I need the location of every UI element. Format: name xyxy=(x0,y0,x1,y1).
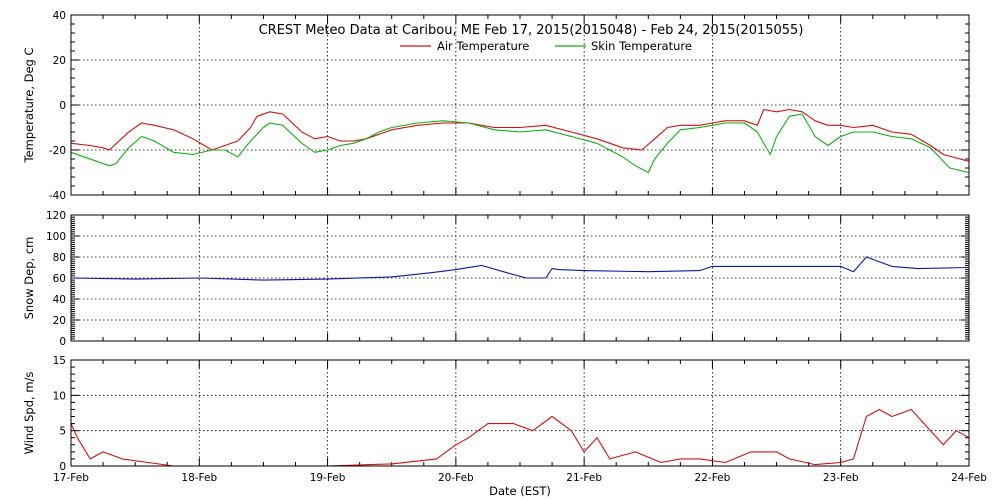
x-tick-label: 19-Feb xyxy=(310,472,346,484)
y-tick-label: 0 xyxy=(59,100,66,112)
y-tick-label: -40 xyxy=(49,190,66,202)
y-tick-label: 120 xyxy=(46,210,66,222)
y-tick-label: 5 xyxy=(59,426,66,438)
panel-1: -40 -20 0 20 40 Temperature, Deg C xyxy=(22,10,970,202)
y-axis-title: Temperature, Deg C xyxy=(22,47,36,163)
y-tick-label: 20 xyxy=(53,315,66,327)
x-axis-title: Date (EST) xyxy=(489,484,551,498)
y-tick-label: -20 xyxy=(49,145,66,157)
x-tick-label: 22-Feb xyxy=(695,472,731,484)
chart-title: CREST Meteo Data at Caribou, ME Feb 17, … xyxy=(259,23,804,38)
series-line-skin-temperature xyxy=(70,113,970,174)
y-axis-title: Wind Spd, m/s xyxy=(22,372,36,455)
plot-frame xyxy=(70,14,970,196)
series-line-panel2 xyxy=(70,256,970,281)
y-tick-label: 40 xyxy=(53,10,66,22)
y-tick-label: 40 xyxy=(53,294,66,306)
panel-3: 0 5 10 15 Wind Spd, m/s xyxy=(22,355,970,473)
series-line-panel3 xyxy=(70,408,970,467)
legend-label: Skin Temperature xyxy=(591,39,692,53)
y-tick-label: 60 xyxy=(53,273,66,285)
plot-frame xyxy=(70,214,970,342)
y-tick-label: 20 xyxy=(53,55,66,67)
plot-frame xyxy=(70,359,970,467)
x-tick-label: 17-Feb xyxy=(53,472,89,484)
y-tick-label: 100 xyxy=(46,231,66,243)
y-axis-title: Snow Dep, cm xyxy=(22,237,36,320)
x-tick-label: 21-Feb xyxy=(566,472,602,484)
x-tick-label: 20-Feb xyxy=(438,472,474,484)
y-tick-label: 80 xyxy=(53,252,66,264)
x-tick-label: 23-Feb xyxy=(823,472,859,484)
y-tick-label: 10 xyxy=(53,390,66,402)
y-tick-label: 0 xyxy=(59,461,66,473)
legend-label: Air Temperature xyxy=(437,39,529,53)
series-line-air-temperature xyxy=(70,108,970,162)
y-tick-label: 15 xyxy=(53,355,66,367)
x-tick-label: 24-Feb xyxy=(951,472,987,484)
panel-2: 0 20 40 60 80 100 120 Snow Dep, cm xyxy=(22,210,970,348)
y-tick-label: 0 xyxy=(59,336,66,348)
x-tick-label: 18-Feb xyxy=(181,472,217,484)
